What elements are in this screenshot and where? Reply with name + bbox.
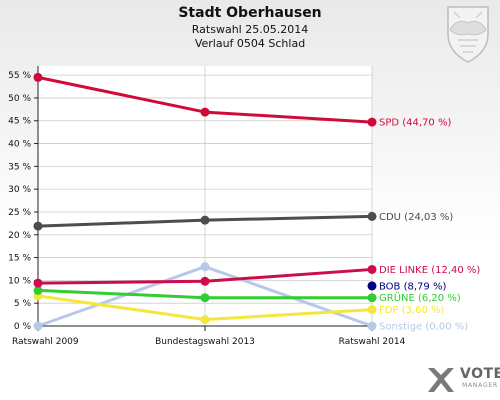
logo-text-manager: MANAGER	[462, 382, 498, 389]
data-point-die-linke	[33, 278, 43, 288]
series-label-cdu: CDU (24,03 %)	[379, 212, 453, 223]
coat-of-arms-icon	[447, 6, 489, 63]
data-point-fdp	[367, 305, 377, 315]
data-point-gr-ne	[200, 293, 210, 303]
data-point-sonstige	[200, 262, 210, 272]
y-tick-label: 40 %	[8, 140, 31, 150]
checkmark-x-icon	[428, 368, 454, 392]
y-tick-label: 35 %	[8, 162, 31, 172]
chart-subtitle: Ratswahl 25.05.2014	[191, 23, 309, 36]
data-point-cdu	[200, 215, 210, 225]
y-tick-label: 30 %	[8, 185, 31, 195]
series-label-die-linke: DIE LINKE (12,40 %)	[379, 265, 480, 276]
data-point-sonstige	[33, 321, 43, 331]
y-tick-label: 55 %	[8, 71, 31, 81]
series-label-spd: SPD (44,70 %)	[379, 118, 451, 129]
y-tick-label: 15 %	[8, 254, 31, 264]
data-point-sonstige	[367, 321, 377, 331]
data-point-die-linke	[367, 264, 377, 274]
data-point-die-linke	[200, 276, 210, 286]
series-label-sonstige: Sonstige (0,00 %)	[379, 322, 468, 333]
vote-manager-logo: VOTE MANAGER	[424, 362, 500, 396]
data-point-bob	[367, 281, 377, 291]
data-point-fdp	[200, 315, 210, 325]
series-label-bob: BOB (8,79 %)	[379, 281, 446, 292]
data-point-cdu	[367, 211, 377, 221]
chart-subtitle-2: Verlauf 0504 Schlad	[194, 37, 306, 50]
data-point-gr-ne	[367, 293, 377, 303]
y-tick-label: 5 %	[14, 299, 32, 309]
series-label-gr-ne: GRÜNE (6,20 %)	[379, 291, 461, 304]
logo-text-vote: VOTE	[460, 366, 500, 382]
x-tick-label: Ratswahl 2014	[339, 337, 406, 347]
x-tick-label: Ratswahl 2009	[12, 337, 79, 347]
y-tick-label: 50 %	[8, 94, 31, 104]
data-point-spd	[367, 117, 377, 127]
data-point-spd	[33, 72, 43, 82]
y-tick-label: 20 %	[8, 231, 31, 241]
x-tick-label: Bundestagswahl 2013	[155, 337, 255, 347]
y-tick-label: 45 %	[8, 117, 31, 127]
data-point-cdu	[33, 221, 43, 231]
y-tick-label: 25 %	[8, 208, 31, 218]
series-label-fdp: FDP (3,60 %)	[379, 305, 445, 316]
y-tick-label: 10 %	[8, 276, 31, 286]
data-point-spd	[200, 107, 210, 117]
y-tick-label: 0 %	[14, 322, 32, 332]
chart-title: Stadt Oberhausen	[178, 5, 322, 21]
data-point-gr-ne	[33, 285, 43, 295]
